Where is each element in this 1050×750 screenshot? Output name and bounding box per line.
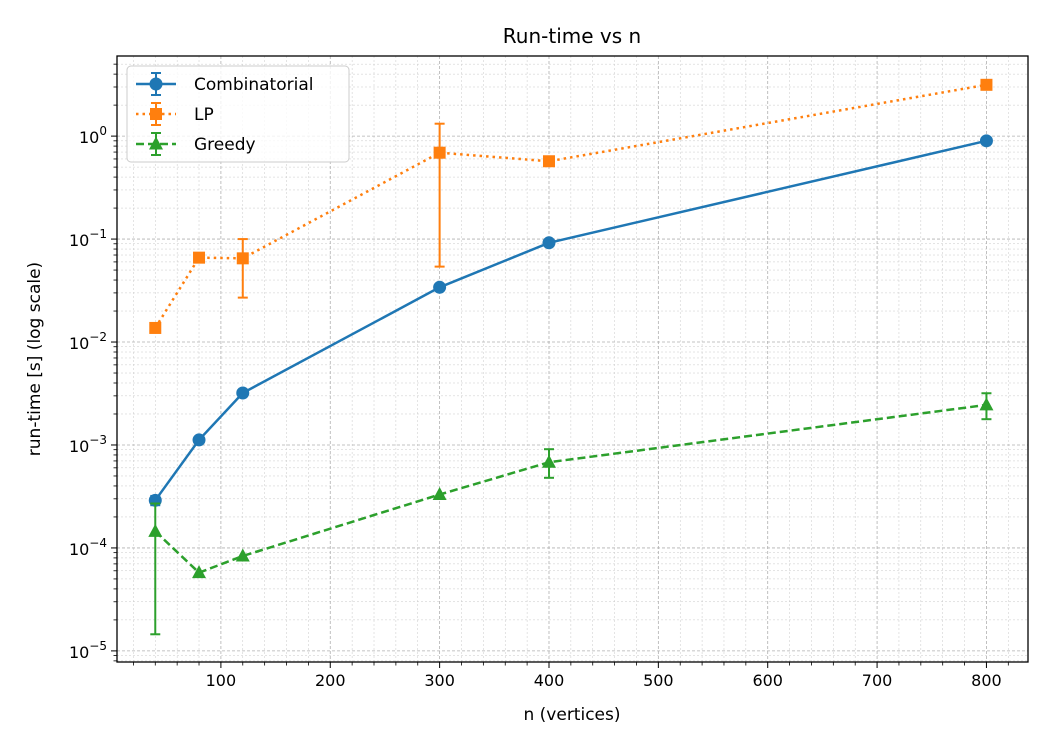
combinatorial-point — [433, 280, 447, 294]
legend-marker-combinatorial — [149, 77, 163, 91]
lp-line — [154, 83, 987, 329]
ticks: 100 200 300 400 500 600 700 800 10−5 10−4 10−3 10−2… — [69, 63, 1009, 690]
legend-marker-lp — [150, 108, 162, 120]
x-tick-label: 600 — [752, 671, 783, 690]
plot-frame — [116, 55, 1029, 663]
greedy-point — [541, 454, 556, 468]
y-tick-label: 100 — [79, 124, 107, 147]
legend-label-greedy: Greedy — [194, 135, 256, 155]
legend-label-combinatorial: Combinatorial — [194, 75, 313, 95]
greedy-point — [979, 397, 994, 411]
greedy-point — [192, 565, 207, 579]
x-tick-label: 700 — [862, 671, 893, 690]
x-axis-label: n (vertices) — [523, 705, 620, 725]
combinatorial-line — [154, 139, 987, 502]
series-layer — [148, 78, 994, 636]
lp-point — [236, 252, 249, 265]
series-greedy — [148, 392, 994, 636]
x-tick-label: 800 — [971, 671, 1002, 690]
lp-point — [542, 155, 555, 168]
legend-entry-greedy: Greedy — [136, 132, 256, 156]
legend-entry-lp: LP — [136, 102, 214, 126]
x-tick-label: 100 — [206, 671, 237, 690]
y-tick-label: 10−2 — [69, 330, 107, 353]
y-tick-label: 10−1 — [69, 227, 107, 250]
lp-point — [980, 78, 993, 91]
series-lp — [149, 78, 993, 334]
x-tick-label: 200 — [315, 671, 346, 690]
y-tick-label: 10−5 — [69, 639, 107, 662]
lp-point — [193, 251, 206, 264]
series-combinatorial — [148, 134, 993, 507]
legend-label-lp: LP — [194, 105, 214, 125]
greedy-point — [148, 523, 163, 537]
greedy-line — [154, 403, 987, 575]
legend-frame — [126, 65, 350, 163]
y-tick-label: 10−4 — [69, 536, 107, 559]
grid — [117, 56, 1028, 662]
x-tick-label: 400 — [534, 671, 565, 690]
legend-entry-combinatorial: Combinatorial — [136, 72, 313, 96]
x-tick-label: 500 — [643, 671, 674, 690]
y-axis-label: run-time [s] (log scale) — [25, 262, 45, 456]
greedy-point — [432, 487, 447, 501]
legend: Combinatorial LP Greedy — [126, 65, 350, 163]
legend-marker-greedy — [149, 136, 163, 150]
combinatorial-point — [979, 134, 993, 148]
lp-point — [149, 321, 162, 334]
greedy-point — [235, 548, 250, 562]
x-tick-label: 300 — [424, 671, 455, 690]
combinatorial-point — [542, 236, 556, 250]
lp-point — [433, 146, 446, 159]
combinatorial-point — [192, 433, 206, 447]
chart-title: Run-time vs n — [503, 24, 641, 48]
y-tick-label: 10−3 — [69, 433, 107, 456]
combinatorial-point — [236, 386, 250, 400]
